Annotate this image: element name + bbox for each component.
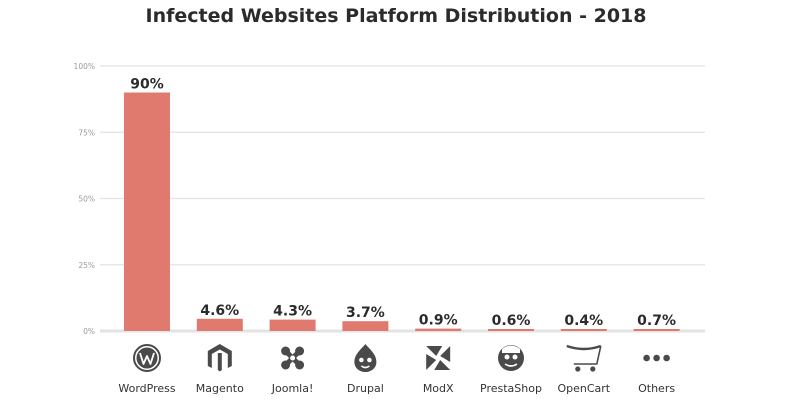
value-label: 4.6%	[200, 303, 239, 319]
category-label: Drupal	[347, 382, 384, 395]
y-tick-label: 0%	[83, 327, 95, 336]
category-label: OpenCart	[557, 382, 610, 395]
bar-prestashop	[488, 329, 534, 331]
bar-joomla	[269, 319, 316, 331]
value-label: 0.7%	[637, 313, 676, 329]
wordpress-icon	[133, 344, 161, 372]
category-label: Others	[638, 382, 675, 395]
y-axis-ticks: 0% 25% 50% 75% 100%	[74, 62, 95, 336]
value-label: 4.3%	[273, 304, 312, 320]
modx-icon	[426, 346, 451, 370]
value-label: 3.7%	[346, 305, 385, 321]
others-icon	[643, 354, 670, 362]
category-label: WordPress	[118, 382, 175, 395]
value-label: 0.4%	[564, 313, 603, 329]
bar-wordpress	[124, 92, 170, 331]
category-label: ModX	[423, 382, 454, 395]
value-label: 90%	[130, 77, 164, 93]
value-label: 0.6%	[492, 313, 531, 329]
joomla-icon	[281, 346, 305, 370]
value-label: 0.9%	[419, 313, 458, 329]
y-tick-label: 50%	[78, 195, 95, 204]
bar-drupal	[342, 321, 389, 331]
bar-opencart	[560, 329, 607, 331]
y-tick-label: 75%	[78, 128, 95, 137]
platform-icons	[133, 344, 670, 372]
y-tick-label: 25%	[78, 261, 95, 270]
magento-icon	[207, 344, 232, 372]
chart-title: Infected Websites Platform Distribution …	[145, 5, 647, 27]
gridlines	[100, 65, 705, 333]
bar-modx	[415, 328, 462, 331]
bar-others	[633, 329, 680, 331]
category-labels: WordPress Magento Joomla! Drupal ModX PrestaS…	[118, 382, 675, 395]
y-tick-label: 100%	[74, 62, 95, 71]
category-label: Joomla!	[271, 382, 314, 395]
category-label: Magento	[196, 382, 244, 395]
drupal-icon	[354, 344, 377, 372]
opencart-icon	[566, 344, 602, 372]
value-labels: 90% 4.6% 4.3% 3.7% 0.9% 0.6% 0.4% 0.7%	[130, 77, 676, 330]
category-label: PrestaShop	[480, 382, 542, 395]
prestashop-icon	[498, 345, 524, 371]
bars	[124, 92, 680, 331]
bar-magento	[196, 318, 243, 331]
